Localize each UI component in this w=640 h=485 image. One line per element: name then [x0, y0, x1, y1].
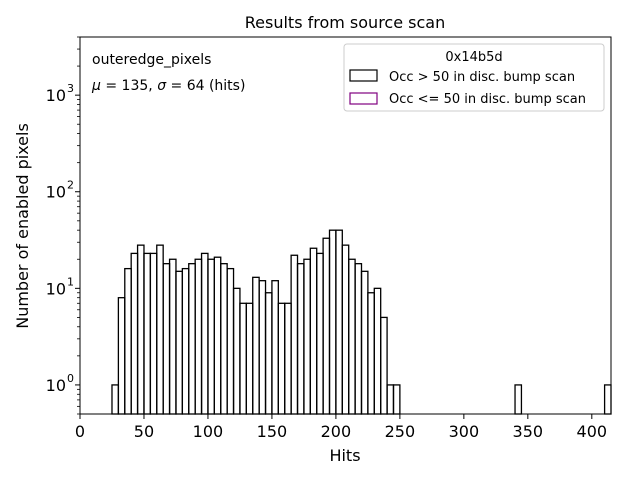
histogram-bin — [514, 384, 523, 415]
sigma-value: = 64 (hits) — [166, 78, 245, 94]
histogram-bin — [271, 280, 279, 415]
histogram-bin — [213, 256, 222, 415]
histogram-bin — [143, 252, 152, 415]
histogram-bin — [296, 263, 305, 415]
x-axis-label: Hits — [329, 446, 360, 465]
histogram-bin — [335, 229, 343, 415]
x-tick-label: 50 — [134, 422, 154, 441]
histogram-bin — [328, 229, 337, 415]
histogram-bin — [162, 263, 171, 415]
legend-title: 0x14b5d — [445, 50, 502, 65]
y-axis-label: Number of enabled pixels — [13, 123, 32, 329]
histogram-bin — [149, 252, 158, 415]
histogram-bin — [341, 244, 350, 415]
y-tick-exponent: 2 — [67, 179, 74, 192]
histogram-bin — [322, 237, 331, 415]
x-tick-label: 150 — [257, 422, 288, 441]
histogram-bin — [207, 258, 215, 415]
histogram-bin — [373, 287, 382, 415]
histogram-bin — [232, 287, 241, 415]
legend-swatch-occ-le-50 — [349, 92, 378, 105]
histogram-bin — [264, 292, 273, 415]
histogram-bin — [348, 258, 356, 415]
mu-value: = 135, — [101, 78, 157, 94]
y-tick-exponent: 3 — [67, 82, 74, 95]
histogram-bin — [220, 263, 228, 415]
sigma-symbol: σ — [157, 78, 167, 94]
histogram-bin — [188, 263, 196, 415]
y-tick-label: 10 — [46, 86, 66, 105]
histogram-bin — [603, 384, 612, 415]
histogram-bin — [136, 244, 145, 415]
histogram-bin — [226, 267, 235, 415]
histogram-bin — [354, 263, 363, 415]
histogram-series — [111, 229, 612, 415]
histogram-bin — [252, 276, 260, 415]
x-tick-label: 0 — [75, 422, 85, 441]
histogram-bin — [258, 280, 267, 415]
histogram-bin — [386, 384, 395, 415]
histogram-bin — [303, 258, 311, 415]
histogram-bin — [181, 267, 190, 415]
x-axis: 0 50 100 150 200 250 300 350 400 — [75, 414, 607, 441]
histogram-bin — [194, 258, 203, 415]
x-tick-label: 350 — [513, 422, 544, 441]
chart-title: Results from source scan — [245, 13, 445, 32]
histogram-bin — [245, 302, 254, 415]
mu-symbol: μ — [91, 78, 101, 94]
dataset-name: outeredge_pixels — [92, 52, 211, 68]
y-tick-exponent: 0 — [67, 372, 74, 385]
histogram-bin — [175, 270, 184, 415]
histogram-bin — [277, 302, 286, 415]
legend-label-occ-gt-50: Occ > 50 in disc. bump scan — [389, 70, 575, 85]
histogram-bin — [200, 252, 209, 415]
histogram-bin — [124, 267, 132, 415]
legend-label-occ-le-50: Occ <= 50 in disc. bump scan — [389, 92, 586, 107]
x-tick-label: 400 — [577, 422, 608, 441]
histogram-bin — [316, 252, 324, 415]
histogram-bin — [284, 302, 292, 415]
y-tick-label: 10 — [46, 183, 66, 202]
histogram-bin — [392, 384, 401, 415]
x-tick-label: 200 — [321, 422, 352, 441]
x-tick-label: 300 — [449, 422, 480, 441]
histogram-bin — [111, 384, 120, 415]
histogram-bin — [290, 254, 299, 415]
y-tick-label: 10 — [46, 279, 66, 298]
legend: 0x14b5d Occ > 50 in disc. bump scan Occ … — [343, 43, 605, 112]
y-tick-label: 10 — [46, 376, 66, 395]
legend-swatch-occ-gt-50 — [349, 69, 378, 82]
histogram-bin — [309, 247, 318, 415]
stats-annotation: μ = 135, σ = 64 (hits) — [91, 78, 245, 94]
y-tick-exponent: 1 — [67, 275, 74, 288]
histogram-bin — [130, 252, 139, 415]
x-tick-label: 250 — [385, 422, 416, 441]
histogram-bin — [380, 316, 388, 415]
histogram-bin — [239, 302, 247, 415]
histogram-bin — [360, 270, 369, 415]
legend-box — [343, 43, 605, 112]
histogram-bin — [168, 258, 177, 415]
histogram-bin — [156, 244, 164, 415]
histogram-bin — [117, 297, 126, 415]
histogram-bin — [367, 292, 375, 415]
x-tick-label: 100 — [193, 422, 224, 441]
